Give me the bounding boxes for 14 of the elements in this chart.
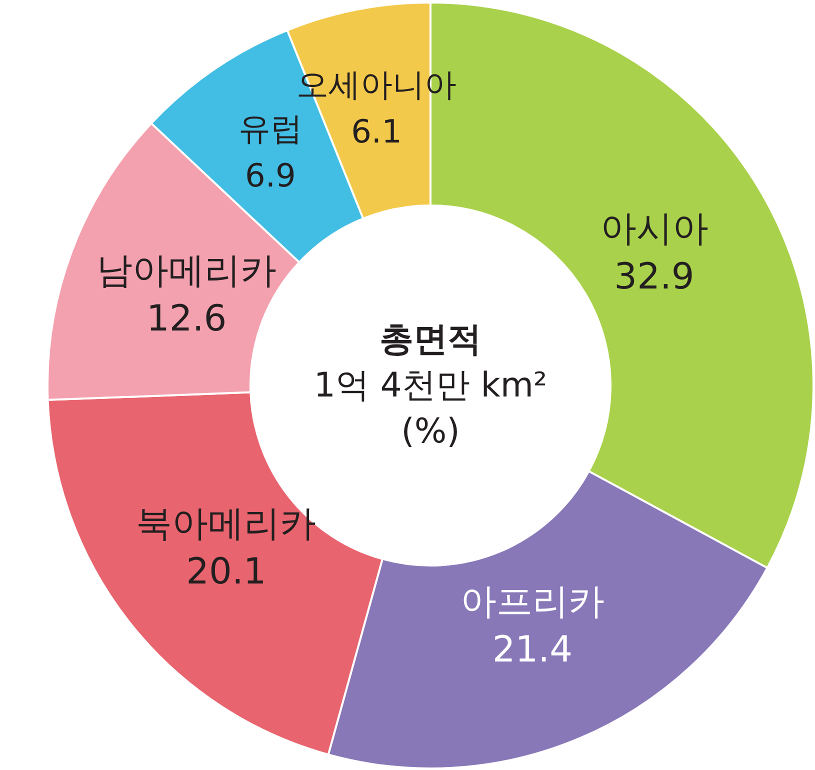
data-label: 12.6 [146, 298, 227, 340]
slice-label: 아시아 [600, 208, 708, 250]
slice-label: 북아메리카 [136, 504, 316, 545]
data-label: 6.9 [245, 156, 296, 195]
slice-label: 아프리카 [460, 582, 604, 623]
data-label: 20.1 [186, 552, 266, 593]
slice-label: 유럽 [238, 110, 302, 148]
data-label: 32.9 [614, 256, 694, 298]
text: 1억 4천만 km² [314, 366, 548, 406]
slice-label: 남아메리카 [96, 250, 277, 292]
data-label: 21.4 [492, 630, 573, 671]
text: 총면적 [380, 320, 482, 360]
data-label: 6.1 [351, 112, 402, 150]
text: (%) [401, 412, 460, 452]
